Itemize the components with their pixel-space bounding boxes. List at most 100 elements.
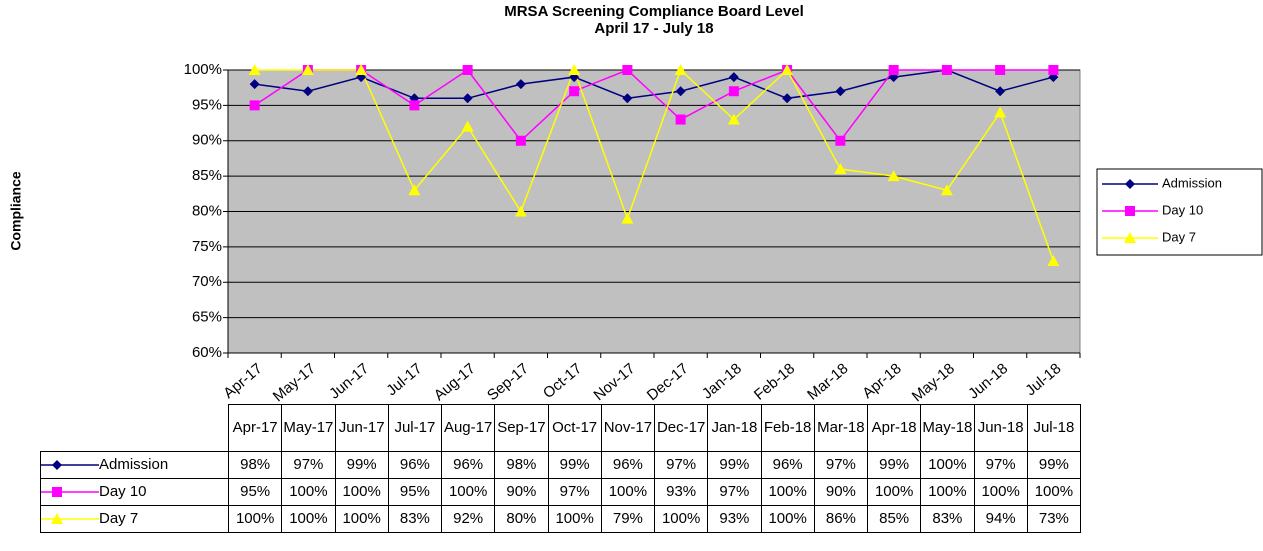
data-point: [462, 93, 473, 104]
legend-label: Day 7: [1162, 229, 1196, 244]
value-cell: 97%: [707, 478, 762, 506]
header-cell: Dec-17: [653, 404, 709, 452]
x-tick-label: Feb-18: [751, 360, 798, 404]
y-tick-label: 90%: [192, 132, 222, 149]
data-point: [781, 64, 794, 75]
value-cell: 100%: [920, 478, 975, 506]
data-point: [622, 65, 633, 75]
series-line: [254, 67, 1055, 262]
x-tick-label: Apr-17: [220, 360, 265, 402]
series-cell: Day 7: [40, 505, 229, 533]
value-cell: 80%: [494, 505, 549, 533]
value-cell: 99%: [547, 451, 602, 479]
series-cell: Admission: [40, 451, 229, 479]
x-tick-label: Jan-18: [699, 360, 745, 403]
header-cell: May-17: [281, 404, 336, 452]
data-point: [569, 86, 580, 97]
data-point: [941, 65, 952, 75]
legend-label: Day 10: [1162, 202, 1203, 217]
y-tick-label: 65%: [192, 309, 222, 326]
value-cell: 83%: [387, 505, 443, 533]
y-tick-label: 85%: [192, 167, 222, 184]
value-cell: 100%: [760, 478, 815, 506]
value-cell: 100%: [600, 478, 656, 506]
x-tick-label: Dec-17: [644, 360, 692, 404]
x-tick-label: Jul-17: [383, 360, 425, 399]
x-tick-label: Apr-18: [859, 360, 904, 402]
value-cell: 95%: [227, 478, 283, 506]
value-cell: 99%: [334, 451, 389, 479]
data-point: [355, 64, 368, 75]
data-point: [727, 113, 740, 125]
value-cell: 97%: [973, 451, 1028, 479]
data-point: [834, 163, 847, 175]
header-cell: Mar-18: [813, 404, 869, 452]
header-cell: Feb-18: [760, 404, 815, 452]
value-cell: 100%: [334, 505, 389, 533]
data-point: [994, 106, 1007, 118]
header-cell: May-18: [920, 404, 975, 452]
value-cell: 100%: [547, 505, 602, 533]
legend-key: [41, 460, 99, 471]
y-tick-label: 70%: [192, 273, 222, 290]
data-point: [728, 86, 739, 97]
x-tick-label: Sep-17: [484, 360, 532, 404]
y-tick-label: 75%: [192, 238, 222, 255]
legend-key: [41, 487, 99, 498]
value-cell: 100%: [920, 451, 975, 479]
value-cell: 100%: [653, 505, 709, 533]
value-cell: 96%: [760, 451, 815, 479]
data-point: [409, 100, 420, 111]
value-cell: 90%: [494, 478, 549, 506]
data-point: [995, 86, 1006, 97]
legend-key: [41, 513, 99, 525]
key-marker: [51, 513, 63, 525]
header-row: Apr-17 May-17 Jun-17 Jul-17 Aug-17 Sep-17 Oct-…: [40, 404, 1082, 452]
value-cell: 93%: [707, 505, 762, 533]
x-tick-label: May-18: [909, 360, 958, 405]
value-cell: 96%: [440, 451, 496, 479]
blank-cell: [40, 404, 229, 452]
value-cell: 99%: [707, 451, 762, 479]
data-table: Apr-17 May-17 Jun-17 Jul-17 Aug-17 Sep-17 Oct-…: [40, 404, 1082, 533]
value-cell: 90%: [813, 478, 869, 506]
header-cell: Jun-18: [973, 404, 1028, 452]
data-point: [887, 170, 900, 182]
value-cell: 85%: [866, 505, 922, 533]
data-point: [515, 135, 526, 146]
data-point: [568, 64, 581, 75]
legend-marker: [1125, 206, 1135, 216]
series-name: Day 7: [99, 510, 139, 527]
value-cell: 73%: [1026, 505, 1082, 533]
data-point: [1047, 255, 1060, 267]
value-cell: 94%: [973, 505, 1028, 533]
header-cell: Jul-17: [387, 404, 443, 452]
legend-marker: [1124, 232, 1136, 243]
data-point: [462, 65, 473, 75]
header-cell: Jul-18: [1026, 404, 1082, 452]
value-cell: 100%: [227, 505, 283, 533]
x-tick-label: Jun-17: [326, 360, 372, 403]
value-cell: 92%: [440, 505, 496, 533]
value-cell: 96%: [600, 451, 656, 479]
data-point: [835, 135, 846, 146]
value-cell: 86%: [813, 505, 869, 533]
value-cell: 99%: [866, 451, 922, 479]
header-cell: Jun-17: [334, 404, 389, 452]
data-point: [674, 64, 687, 75]
header-cell: Aug-17: [440, 404, 496, 452]
legend-marker: [1125, 179, 1135, 189]
y-axis-label: Compliance: [8, 171, 24, 251]
value-cell: 100%: [281, 505, 336, 533]
data-point: [515, 79, 526, 90]
header-cell: Jan-18: [707, 404, 762, 452]
header-cell: Apr-18: [866, 404, 922, 452]
data-point: [249, 100, 260, 111]
data-row: Admission 98% 97% 99% 96% 96% 98% 99% 96% 97% 99% 9…: [40, 451, 1082, 479]
value-cell: 93%: [653, 478, 709, 506]
y-tick-label: 60%: [192, 344, 222, 361]
value-cell: 98%: [227, 451, 283, 479]
data-point: [995, 65, 1006, 75]
data-point: [940, 184, 953, 196]
key-marker: [52, 487, 62, 498]
